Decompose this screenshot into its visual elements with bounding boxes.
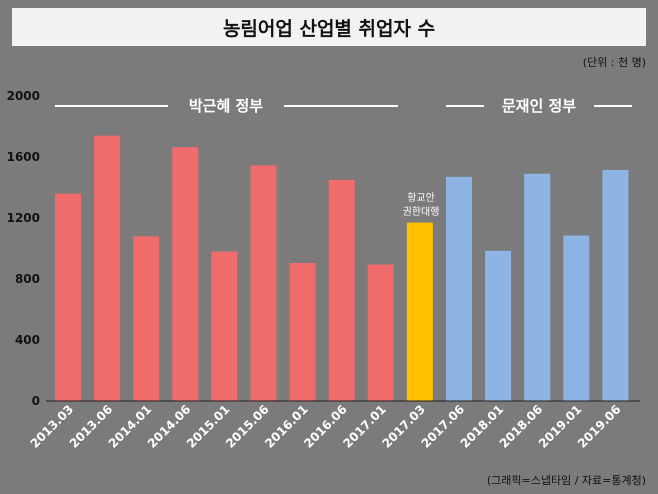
acting-label-line1: 황교안	[407, 192, 435, 204]
park-government-annotation: 박근혜 정부	[55, 97, 398, 115]
bar-2019.06	[602, 169, 629, 401]
bar-2013.06	[94, 135, 121, 401]
moon-government-label: 문재인 정부	[502, 97, 576, 115]
unit-label: (단위 : 천 명)	[582, 56, 646, 69]
bar-2015.06	[250, 165, 277, 401]
bar-2016.01	[289, 262, 316, 401]
bar-2017.01	[367, 264, 394, 401]
y-tick-label: 2000	[7, 89, 40, 103]
bar-2018.06	[524, 173, 551, 401]
bar-2018.01	[485, 250, 512, 401]
acting-label-line2: 권한대행	[403, 206, 440, 218]
bar-2013.03	[55, 193, 81, 401]
y-tick-label: 800	[15, 272, 40, 286]
bar-2014.06	[172, 147, 199, 401]
park-government-label: 박근혜 정부	[189, 97, 263, 115]
y-tick-label: 0	[32, 394, 40, 408]
acting-president-annotation: 황교안 권한대행	[403, 192, 440, 218]
bars	[55, 135, 629, 401]
bar-2016.06	[328, 179, 355, 401]
source-label: (그래픽=스냅타임 / 자료=통계청)	[486, 474, 646, 487]
bar-2019.01	[563, 235, 590, 401]
bar-2015.01	[211, 251, 238, 401]
bar-2017.06	[446, 176, 472, 401]
bar-2014.01	[133, 236, 160, 401]
x-tick-label: 2019.06	[575, 402, 624, 451]
y-tick-label: 1200	[7, 211, 40, 225]
x-axis-ticks: 2013.032013.062014.012014.062015.012015.…	[28, 402, 624, 451]
chart-title-box: 농림어업 산업별 취업자 수	[12, 8, 646, 46]
bar-2017.03	[406, 222, 433, 401]
y-tick-label: 1600	[7, 150, 40, 164]
chart-title: 농림어업 산업별 취업자 수	[222, 17, 436, 40]
moon-government-annotation: 문재인 정부	[446, 97, 632, 115]
y-tick-label: 400	[15, 333, 40, 347]
y-axis-ticks: 0 400 800 1200 1600 2000	[7, 89, 40, 408]
